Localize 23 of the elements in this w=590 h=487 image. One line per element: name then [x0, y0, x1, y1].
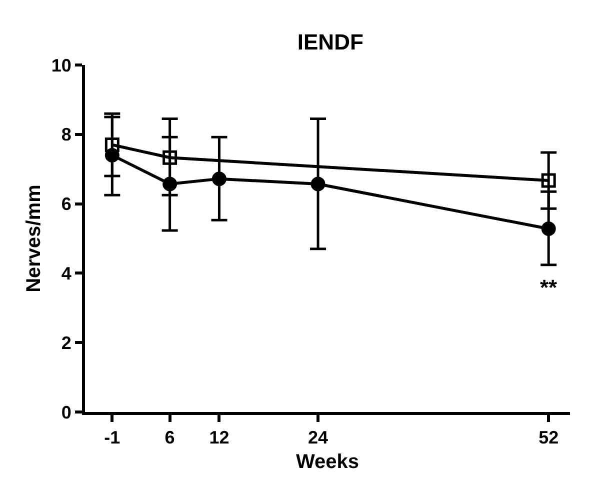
annotation: ** [540, 275, 558, 300]
point [212, 172, 226, 186]
x-tick-label: 52 [538, 428, 559, 448]
point [104, 148, 120, 162]
x-tick-label: -1 [104, 428, 120, 448]
point [104, 138, 120, 152]
y-tick-label: 6 [61, 194, 72, 214]
y-tick-label: 0 [61, 402, 72, 422]
y-tick-label: 10 [51, 55, 72, 76]
chart-title: IENDF [297, 29, 364, 54]
y-tick-label: 8 [61, 124, 72, 145]
x-tick-label: 6 [164, 428, 175, 448]
point [541, 173, 556, 188]
y-tick-label: 4 [61, 264, 72, 284]
x-tick-label: 12 [209, 428, 230, 448]
point [162, 150, 178, 165]
x-tick-label: 24 [308, 428, 328, 448]
point [541, 222, 556, 236]
point [162, 176, 178, 192]
point [310, 176, 326, 192]
x-axis-title: Weeks [296, 451, 360, 474]
y-tick-label: 2 [61, 332, 72, 353]
y-axis-title: Nerves/mm [22, 184, 45, 292]
